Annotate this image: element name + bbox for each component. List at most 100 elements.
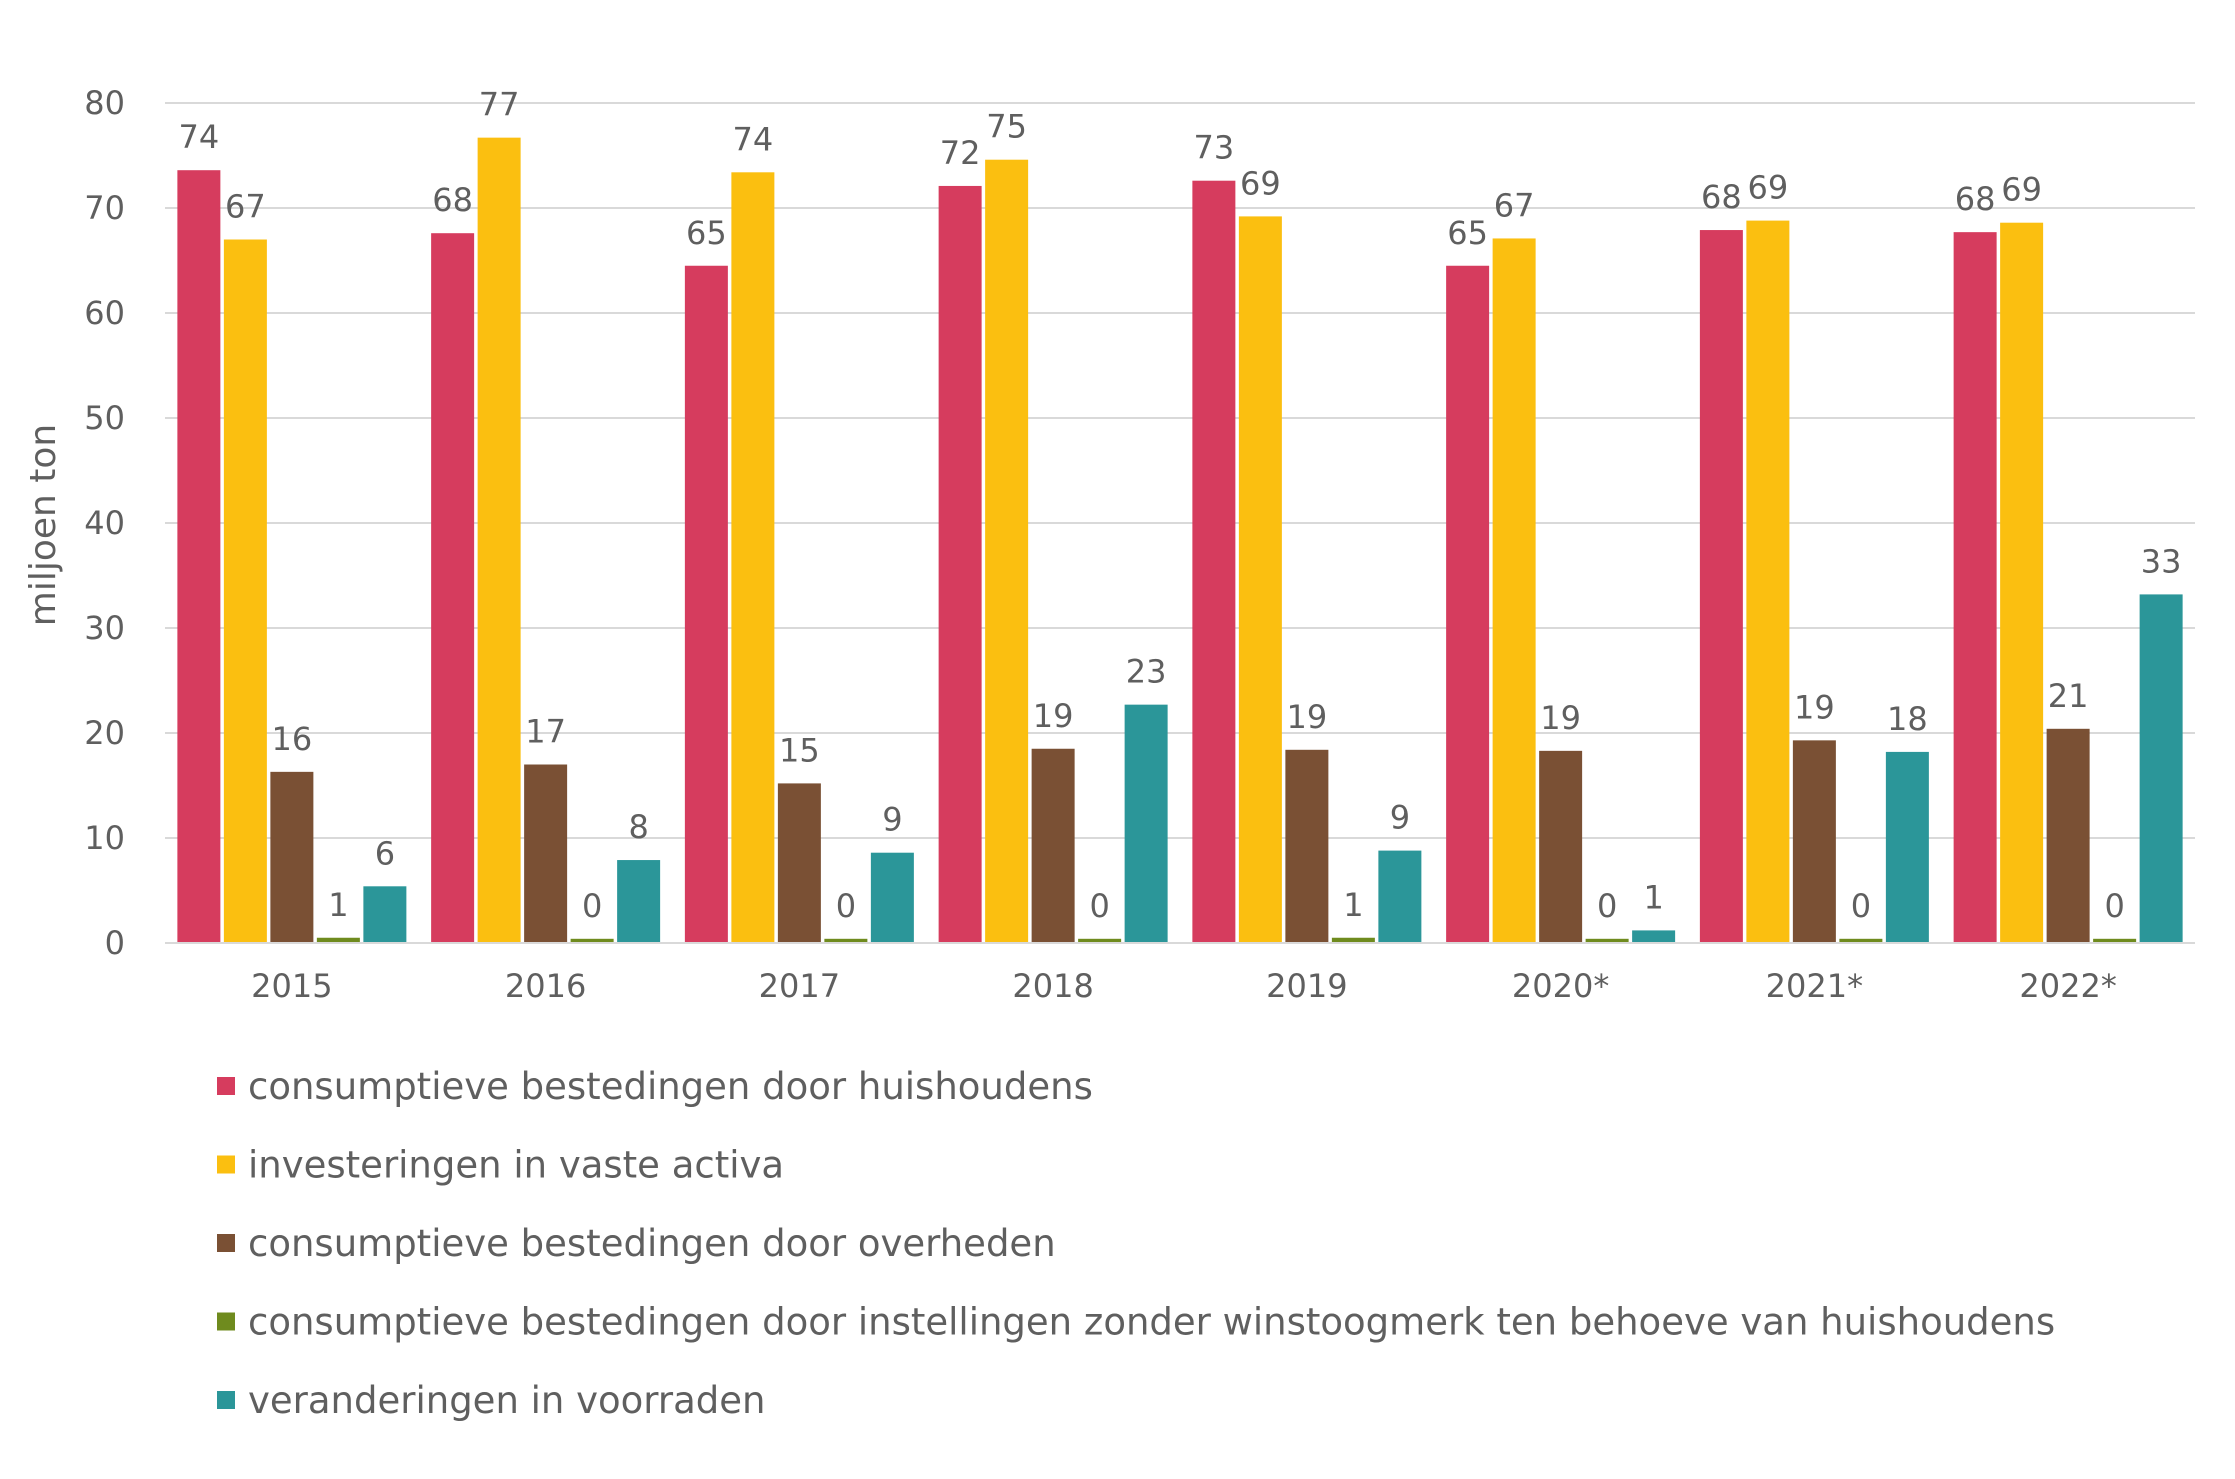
data-label: 19 [1794,688,1835,726]
data-label: 19 [1540,699,1581,737]
bar [1078,938,1122,943]
legend: consumptieve bestedingen door huishouden… [217,1065,2055,1422]
data-label: 19 [1287,698,1328,736]
data-label: 15 [779,731,820,769]
legend-label: investeringen in vaste activa [248,1144,784,1187]
legend-swatch [217,1391,235,1409]
data-label: 68 [1955,180,1996,218]
bar [1492,238,1536,943]
bar [431,233,475,943]
data-label: 1 [1643,878,1663,916]
x-tick-label: 2017 [759,967,840,1005]
data-label: 74 [733,120,774,158]
bar [1238,216,1282,943]
y-axis-ticks: 0 10 20 30 40 50 60 70 80 [84,84,125,962]
bar [1031,748,1075,943]
x-tick-label: 2021* [1766,967,1863,1005]
data-label: 23 [1126,653,1167,691]
y-tick-label: 70 [84,189,125,227]
bar [617,860,661,943]
data-label: 1 [328,886,348,924]
bar [938,185,982,943]
bar [524,764,568,943]
legend-swatch [217,1234,235,1252]
data-label: 0 [1597,887,1617,925]
bar [1792,740,1836,943]
bar [1746,220,1790,944]
bar [1378,850,1422,943]
legend-swatch [217,1155,235,1174]
data-label: 69 [1240,164,1281,202]
y-tick-label: 80 [84,84,125,122]
data-label: 0 [1851,887,1871,925]
data-label: 6 [375,834,395,872]
legend-swatch [217,1077,235,1095]
bar [777,783,821,943]
data-label: 67 [1494,186,1535,224]
data-label: 67 [225,188,266,226]
bar [1839,938,1883,943]
bar [824,938,868,943]
data-label: 8 [628,808,648,846]
y-tick-label: 20 [84,714,125,752]
x-tick-label: 2018 [1012,967,1093,1005]
x-axis-ticks: 2015 2016 2017 2018 2019 2020* 2021* 2022* [251,967,2117,1005]
bar [570,938,614,943]
data-label: 17 [525,713,566,751]
legend-swatch [217,1312,235,1331]
legend-label: consumptieve bestedingen door instelling… [248,1301,2055,1344]
legend-label: veranderingen in voorraden [248,1379,765,1422]
data-label: 65 [686,214,727,252]
data-label: 0 [836,887,856,925]
data-label: 19 [1033,697,1074,735]
data-label: 77 [479,86,520,124]
data-label: 73 [1194,129,1235,167]
bar [363,886,407,943]
data-label: 68 [432,181,473,219]
data-label: 68 [1701,178,1742,216]
bar [1885,751,1929,943]
data-label: 18 [1887,700,1928,738]
legend-label: consumptieve bestedingen door huishouden… [248,1065,1093,1108]
data-label: 65 [1447,214,1488,252]
bar [1699,230,1743,944]
bar [985,159,1029,943]
data-label: 0 [582,887,602,925]
data-label: 72 [940,134,981,172]
y-tick-label: 40 [84,504,125,542]
bar [270,771,314,943]
y-tick-label: 60 [84,294,125,332]
bar [1285,749,1329,943]
bars [177,137,2183,944]
legend-label: consumptieve bestedingen door overheden [248,1222,1056,1265]
bar [731,172,775,944]
y-axis-label: miljoen ton [23,424,64,626]
bar [2139,594,2183,943]
bar [177,170,221,943]
data-label: 1 [1343,886,1363,924]
bar [477,137,521,943]
data-label: 0 [2104,887,2124,925]
y-tick-label: 30 [84,609,125,647]
x-tick-label: 2020* [1512,967,1609,1005]
x-tick-label: 2022* [2019,967,2116,1005]
y-tick-label: 50 [84,399,125,437]
bar [1585,938,1629,943]
x-tick-label: 2016 [505,967,586,1005]
bar [2000,222,2044,943]
bar [223,239,267,943]
bar [2046,728,2090,943]
data-labels: 7467161668771708657415097275190237369191… [179,86,2182,925]
data-label: 9 [1390,799,1410,837]
data-label: 16 [272,720,313,758]
data-label: 74 [179,118,220,156]
data-label: 0 [1089,887,1109,925]
data-label: 69 [2001,171,2042,209]
bar [870,852,914,943]
bar [316,937,360,943]
data-label: 75 [986,108,1027,146]
data-label: 33 [2141,542,2182,580]
bar [1331,937,1375,943]
bar [1124,704,1168,943]
